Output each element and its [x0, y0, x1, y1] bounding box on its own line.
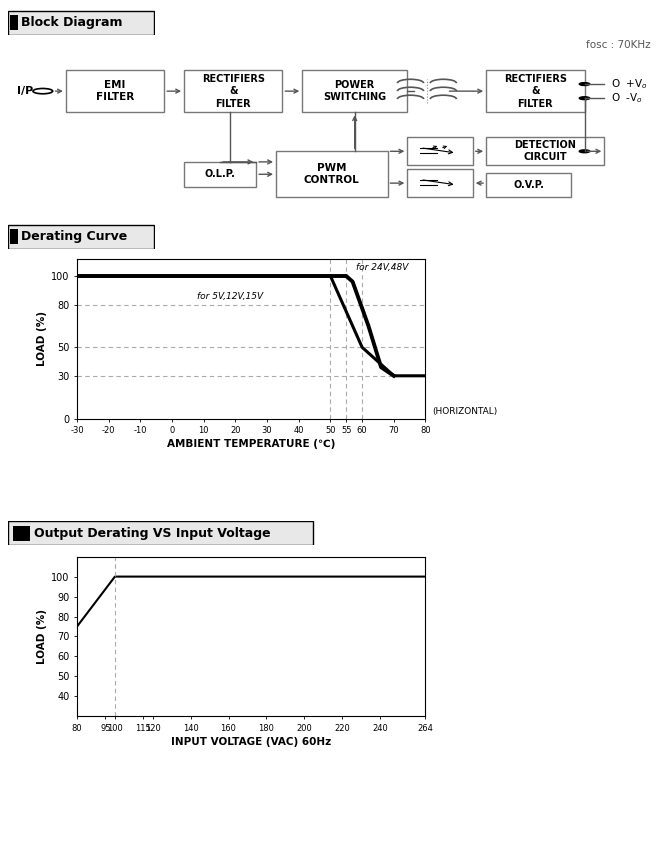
- Circle shape: [580, 83, 590, 85]
- Bar: [184, 70, 283, 112]
- Bar: [66, 70, 164, 112]
- Text: RECTIFIERS
&
FILTER: RECTIFIERS & FILTER: [202, 73, 265, 109]
- Bar: [486, 137, 604, 166]
- Circle shape: [580, 150, 590, 153]
- Text: O  -V$_o$: O -V$_o$: [611, 91, 643, 105]
- Bar: [486, 173, 572, 198]
- Text: O.V.P.: O.V.P.: [513, 180, 544, 190]
- Bar: [302, 70, 407, 112]
- FancyBboxPatch shape: [8, 10, 154, 35]
- Bar: [184, 162, 256, 186]
- Text: EMI
FILTER: EMI FILTER: [96, 80, 134, 103]
- Bar: [10, 230, 18, 243]
- Text: DETECTION
CIRCUIT: DETECTION CIRCUIT: [514, 140, 576, 162]
- Bar: [13, 526, 29, 540]
- FancyBboxPatch shape: [8, 224, 154, 249]
- Bar: [486, 70, 584, 112]
- Text: I/P: I/P: [17, 86, 33, 96]
- Text: Output Derating VS Input Voltage: Output Derating VS Input Voltage: [34, 526, 271, 540]
- Text: POWER
SWITCHING: POWER SWITCHING: [323, 80, 387, 103]
- Text: (HORIZONTAL): (HORIZONTAL): [432, 407, 497, 416]
- Bar: [407, 137, 473, 166]
- FancyBboxPatch shape: [8, 521, 313, 545]
- Text: O  +V$_o$: O +V$_o$: [611, 77, 647, 91]
- Circle shape: [580, 97, 590, 99]
- Bar: [10, 16, 18, 29]
- X-axis label: INPUT VOLTAGE (VAC) 60Hz: INPUT VOLTAGE (VAC) 60Hz: [171, 737, 332, 747]
- Text: for 5V,12V,15V: for 5V,12V,15V: [198, 292, 263, 301]
- Bar: [276, 151, 387, 198]
- Bar: [407, 169, 473, 198]
- Text: Derating Curve: Derating Curve: [21, 230, 127, 243]
- Text: Block Diagram: Block Diagram: [21, 16, 122, 29]
- Text: O.L.P.: O.L.P.: [204, 169, 236, 180]
- Text: RECTIFIERS
&
FILTER: RECTIFIERS & FILTER: [504, 73, 567, 109]
- Text: fosc : 70KHz: fosc : 70KHz: [586, 40, 650, 50]
- Text: PWM
CONTROL: PWM CONTROL: [304, 163, 360, 186]
- Y-axis label: LOAD (%): LOAD (%): [37, 609, 47, 664]
- Y-axis label: LOAD (%): LOAD (%): [37, 312, 47, 366]
- Text: for 24V,48V: for 24V,48V: [356, 263, 408, 273]
- X-axis label: AMBIENT TEMPERATURE (℃): AMBIENT TEMPERATURE (℃): [167, 439, 336, 450]
